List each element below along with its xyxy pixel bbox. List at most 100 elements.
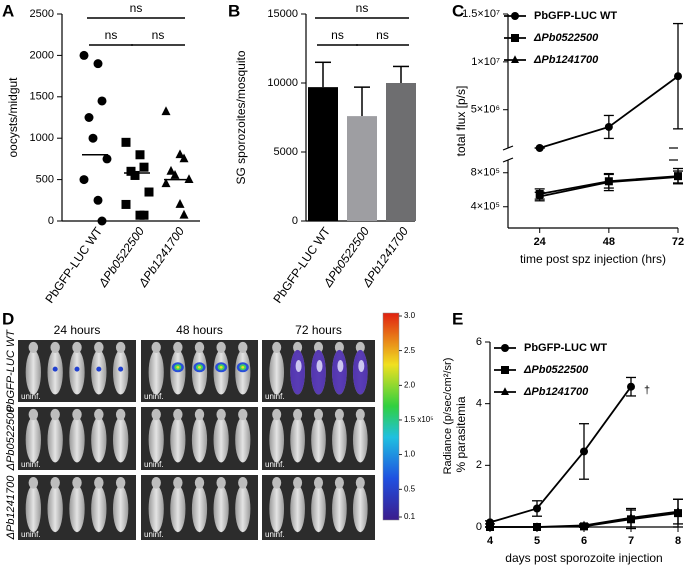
mouse-body [269,417,285,463]
mouse-head [272,408,282,421]
marker [674,506,682,515]
mouse-head [216,408,226,421]
cell-label: uninf. [265,460,285,469]
signal [52,366,58,372]
y-tick-label: 0 [476,521,482,533]
colorbar-tick-label: 1.5 x10⁵ [404,415,434,424]
marker [93,195,103,205]
marker [170,170,180,179]
marker [501,344,509,352]
mouse-head [173,408,183,421]
panel-label: A [2,1,14,20]
x-tick-label: 5 [534,535,540,547]
marker [501,387,509,395]
marker [511,55,519,63]
y-tick-label: 1500 [30,91,54,103]
colorbar-tick-label: 2.0 [404,380,416,389]
signal [176,365,180,369]
mouse-body [69,417,85,463]
marker [144,187,154,197]
marker [175,149,185,159]
mouse-body [47,417,63,463]
bar [308,87,338,221]
y-tick-label: 15000 [267,8,298,20]
mouse-body [235,417,251,463]
mouse-body [25,349,42,395]
mouse-head [194,408,205,421]
cell-label: uninf. [144,530,164,539]
x-tick-label: 7 [628,535,634,547]
mouse-head [355,341,365,354]
legend-label: ΔPb1241700 [533,54,599,66]
marker [121,199,131,209]
mouse-head [293,408,303,421]
mouse-body [47,349,63,395]
panel-label: E [452,309,463,328]
marker [161,106,171,116]
mouse-head [272,341,282,354]
signal [96,366,102,372]
mouse-head [272,476,282,489]
mouse-body [91,417,107,463]
annotation: ns [130,1,143,15]
series-line [489,386,632,524]
marker [139,162,149,172]
mouse-body [112,417,129,463]
y-tick-label: 5000 [274,146,298,158]
mouse-body [311,417,326,463]
y-tick-label: 2000 [30,49,54,61]
y-tick-label: 8×10⁵ [471,167,500,179]
cell-label: uninf. [144,392,164,401]
mouse-body [69,349,85,395]
mouse-body [290,485,305,533]
signal [290,349,305,395]
mouse-head [28,341,39,354]
mouse-body [170,485,186,533]
x-tick-label: PbGFP-LUC WT [42,224,105,306]
panel-label: D [2,309,14,328]
marker [501,366,509,374]
marker [533,504,541,513]
mouse-head [313,341,324,354]
mouse-body [112,349,129,395]
mouse-head [72,408,82,421]
marker [535,144,544,152]
marker [604,177,613,186]
marker [179,153,189,163]
annotation: † [644,385,650,397]
y-tick-label: 10000 [267,77,298,89]
colorbar-tick-label: 2.5 [404,346,416,355]
mouse-body [235,485,251,533]
marker [84,113,94,122]
annotation: ns [356,1,369,15]
x-tick-label: PbGFP-LUC WT [270,224,333,306]
x-tick-label: 6 [581,535,587,547]
marker [121,137,131,147]
marker [674,72,682,81]
mouse-body [112,485,129,533]
annotation: ns [152,28,165,42]
mouse-head [313,408,324,421]
marker [627,382,635,391]
mouse-body [170,417,186,463]
bar [347,116,377,221]
axis-break [502,157,514,163]
mouse-head [334,476,344,489]
mouse-body [290,417,305,463]
mouse-body [213,485,229,533]
marker [535,191,544,200]
mouse-head [50,341,60,354]
y-tick-label: 1×10⁷ [471,56,500,68]
mouse-body [148,485,164,533]
mouse-head [238,341,248,354]
mouse-head [216,476,226,489]
annotation: ns [376,28,389,42]
mouse-head [50,476,60,489]
mouse-head [313,476,324,489]
legend-label: ΔPb0522500 [523,364,589,376]
x-tick-label: 72 [672,236,684,248]
mouse-head [94,341,104,354]
marker [97,216,107,226]
mouse-head [355,408,365,421]
